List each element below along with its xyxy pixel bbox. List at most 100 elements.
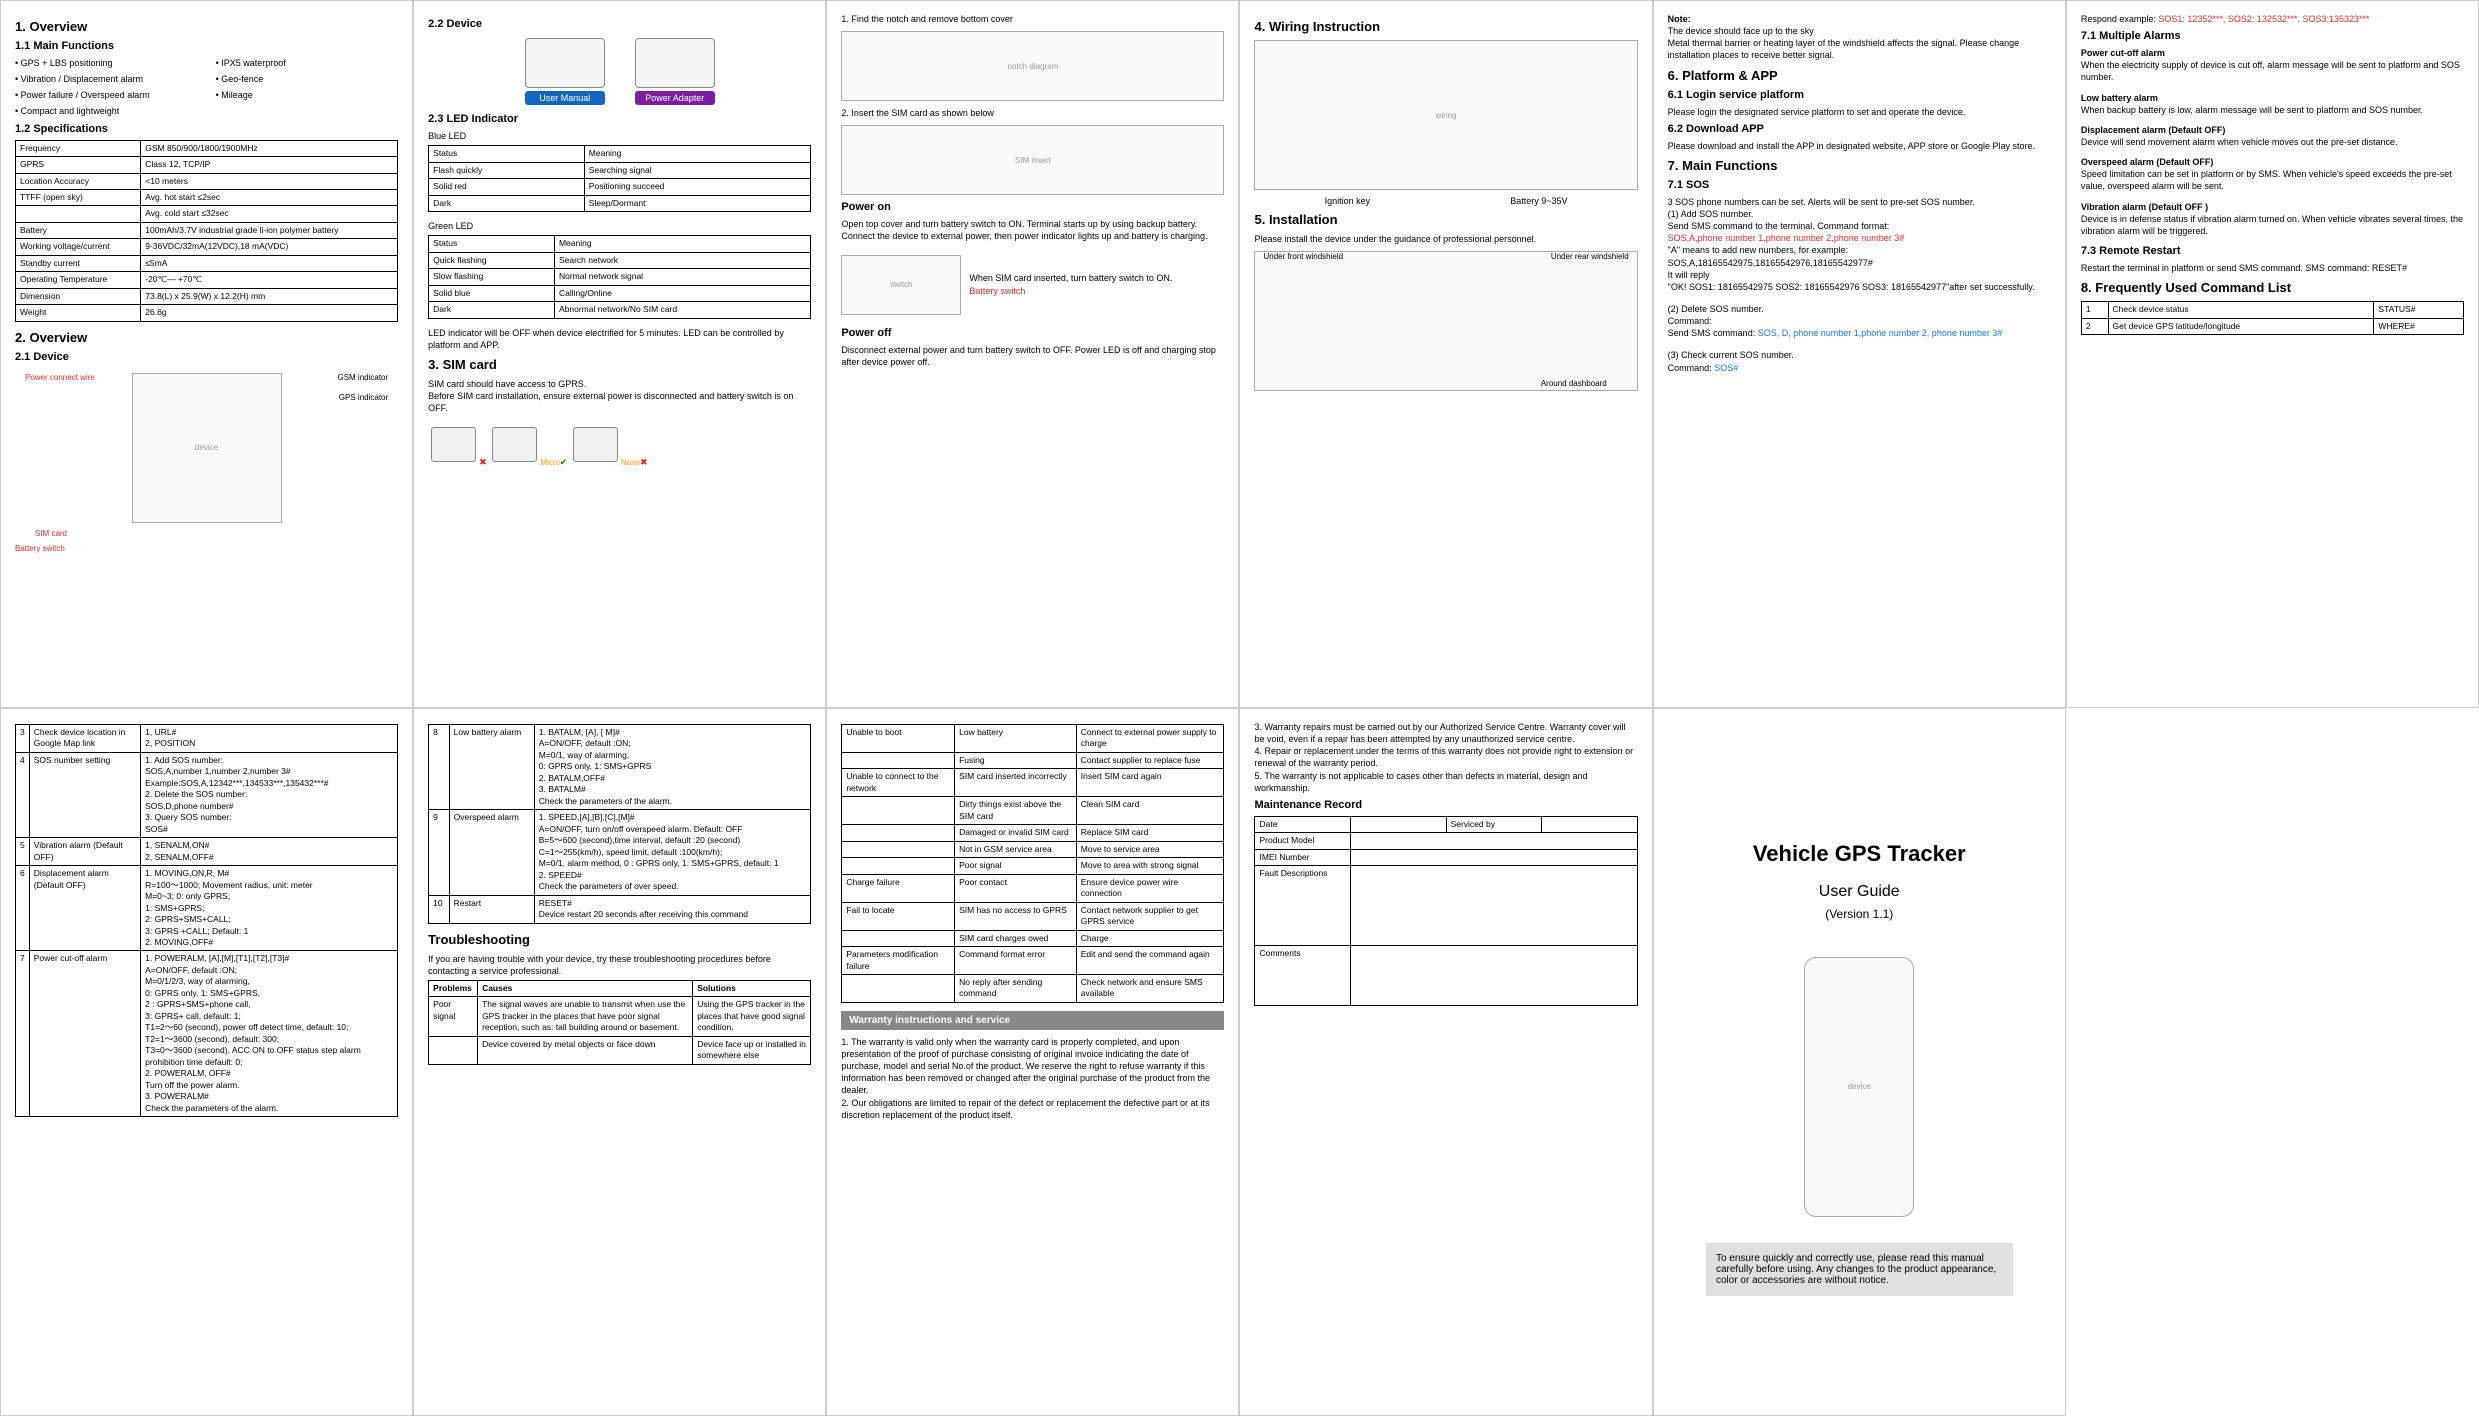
usage-warning: To ensure quickly and correctly use, ple…	[1706, 1243, 2013, 1296]
feat: Power failure / Overspeed alarm	[15, 89, 198, 101]
note1: The device should face up to the sky	[1668, 25, 2051, 37]
warr-4: 4. Repair or replacement under the terms…	[1254, 745, 1637, 769]
blue-led-label: Blue LED	[428, 130, 811, 142]
lbl-rear: Under rear windshield	[1551, 252, 1629, 261]
h-maintenance: Maintenance Record	[1254, 799, 1637, 811]
panel-9-troubleshoot-warranty: Unable to bootLow batteryConnect to exte…	[826, 708, 1239, 1416]
warr-3: 3. Warranty repairs must be carried out …	[1254, 721, 1637, 745]
wiring-diagram: wiring	[1254, 40, 1637, 190]
tr-intro: If you are having trouble with your devi…	[428, 953, 811, 977]
cmd-table-2: 3Check device location in Google Map lin…	[15, 724, 398, 1117]
h-install: 5. Installation	[1254, 212, 1637, 227]
h-spec: 1.2 Specifications	[15, 123, 398, 135]
note-h: Note:	[1668, 14, 1691, 24]
sos-b: (2) Delete SOS number.	[1668, 303, 2051, 315]
lbl-gps: GPS indicator	[339, 393, 388, 402]
h-main-functions: 1.1 Main Functions	[15, 40, 398, 52]
warr-2: 2. Our obligations are limited to repair…	[841, 1097, 1224, 1121]
resp-example: Respond example: SOS1: 12352***, SOS2: 1…	[2081, 13, 2464, 25]
cover-diagram: notch diagram	[841, 31, 1224, 101]
install-text: Please install the device under the guid…	[1254, 233, 1637, 245]
green-led-label: Green LED	[428, 220, 811, 232]
nano-label: Nano	[621, 458, 640, 467]
badge-manual: User Manual	[525, 91, 605, 105]
cmd-table-1: 1Check device statusSTATUS#2Get device G…	[2081, 301, 2464, 335]
feat: Geo-fence	[216, 73, 399, 85]
sim-nano-icon	[573, 427, 618, 462]
feat: IPX5 waterproof	[216, 57, 399, 69]
badge-adapter: Power Adapter	[635, 91, 715, 105]
step2: 2. Insert the SIM card as shown below	[841, 107, 1224, 119]
blue-led-table: StatusMeaningFlash quicklySearching sign…	[428, 145, 811, 212]
panel-3-power: 1. Find the notch and remove bottom cove…	[826, 0, 1239, 708]
check-icon: ✔	[560, 457, 568, 467]
sim-note: When SIM card inserted, turn battery swi…	[969, 272, 1172, 284]
h-power-off: Power off	[841, 327, 1224, 339]
h61: 6.1 Login service platform	[1668, 89, 2051, 101]
feat: Compact and lightweight	[15, 105, 198, 117]
note2: Metal thermal barrier or heating layer o…	[1668, 37, 2051, 61]
power-on-text: Open top cover and turn battery switch t…	[841, 218, 1224, 242]
sim-micro-icon	[492, 427, 537, 462]
sos-a2: Send SMS command to the terminal. Comman…	[1668, 220, 2051, 232]
power-off-text: Disconnect external power and turn batte…	[841, 344, 1224, 368]
lbl-dash: Around dashboard	[1541, 379, 1607, 388]
panel-6-alarms: Respond example: SOS1: 12352***, SOS2: 1…	[2066, 0, 2479, 708]
panel-8-cmd-troubleshoot: 8Low battery alarm1. BATALM, [A], [ M]# …	[413, 708, 826, 1416]
lbl-front: Under front windshield	[1263, 252, 1343, 261]
h6: 6. Platform & APP	[1668, 68, 2051, 83]
lbl-gsm: GSM indicator	[337, 373, 388, 382]
sos-c2: Command: SOS#	[1668, 362, 2051, 374]
warr-1: 1. The warranty is valid only when the w…	[841, 1036, 1224, 1097]
sim-t1: SIM card should have access to GPRS.	[428, 378, 811, 390]
h-wiring: 4. Wiring Instruction	[1254, 19, 1637, 34]
troubleshoot-table-1: ProblemsCausesSolutions Poor signalThe s…	[428, 980, 811, 1065]
lbl-ignition: Ignition key	[1325, 196, 1371, 206]
green-led-table: StatusMeaningQuick flashingSearch networ…	[428, 235, 811, 318]
sos-cmd: SOS,A,phone number 1,phone number 2,phon…	[1668, 232, 2051, 244]
sos-b2: Command:	[1668, 315, 2051, 327]
led-note: LED indicator will be OFF when device el…	[428, 327, 811, 351]
doc-title: Vehicle GPS Tracker	[1753, 841, 1966, 867]
h-troubleshoot: Troubleshooting	[428, 932, 811, 947]
x-icon: ✖	[640, 457, 648, 467]
x-icon: ✖	[479, 457, 487, 467]
t73: Restart the terminal in platform or send…	[2081, 262, 2464, 274]
h-device22: 2.2 Device	[428, 18, 811, 30]
h62: 6.2 Download APP	[1668, 123, 2051, 135]
adapter-icon	[635, 38, 715, 88]
warranty-header: Warranty instructions and service	[841, 1011, 1224, 1030]
h-overview: 1. Overview	[15, 19, 398, 34]
spec-table: FrequencyGSM 850/900/1800/1900MHzGPRSCla…	[15, 140, 398, 322]
sos1: 3 SOS phone numbers can be set. Alerts w…	[1668, 196, 2051, 208]
sos-a4: It will reply	[1668, 269, 2051, 281]
lbl-bat: Battery switch	[15, 544, 65, 553]
device-hero-image: device	[1804, 957, 1914, 1217]
sos-a: (1) Add SOS number.	[1668, 208, 2051, 220]
panel-10-maintenance: 3. Warranty repairs must be carried out …	[1239, 708, 1652, 1416]
device-diagram: device	[132, 373, 282, 523]
car-diagram: Under front windshield Under rear windsh…	[1254, 251, 1637, 391]
h7: 7. Main Functions	[1668, 158, 2051, 173]
h-overview2: 2. Overview	[15, 330, 398, 345]
sim-full-icon	[431, 427, 476, 462]
h-power-on: Power on	[841, 201, 1224, 213]
doc-version: (Version 1.1)	[1825, 907, 1893, 921]
panel-2-device-led: 2.2 Device User Manual Power Adapter 2.3…	[413, 0, 826, 708]
doc-subtitle: User Guide	[1819, 883, 1900, 901]
lbl-sim: SIM card	[35, 529, 67, 538]
feat: Mileage	[216, 89, 399, 101]
feat: GPS + LBS positioning	[15, 57, 198, 69]
h-device21: 2.1 Device	[15, 351, 398, 363]
sim-insert-diagram: SIM insert	[841, 125, 1224, 195]
warr-5: 5. The warranty is not applicable to cas…	[1254, 770, 1637, 794]
sos-a3: "A" means to add new numbers, for exampl…	[1668, 244, 2051, 268]
panel-11-title: Vehicle GPS Tracker User Guide (Version …	[1653, 708, 2066, 1416]
h-multiple-alarms: 7.1 Multiple Alarms	[2081, 30, 2464, 42]
h8: 8. Frequently Used Command List	[2081, 280, 2464, 295]
sos-c: (3) Check current SOS number.	[1668, 349, 2051, 361]
h71: 7.1 SOS	[1668, 179, 2051, 191]
maintenance-table: DateServiced by Product Model IMEI Numbe…	[1254, 816, 1637, 1006]
troubleshoot-table-2: Unable to bootLow batteryConnect to exte…	[841, 724, 1224, 1003]
panel-4-wiring: 4. Wiring Instruction wiring Ignition ke…	[1239, 0, 1652, 708]
